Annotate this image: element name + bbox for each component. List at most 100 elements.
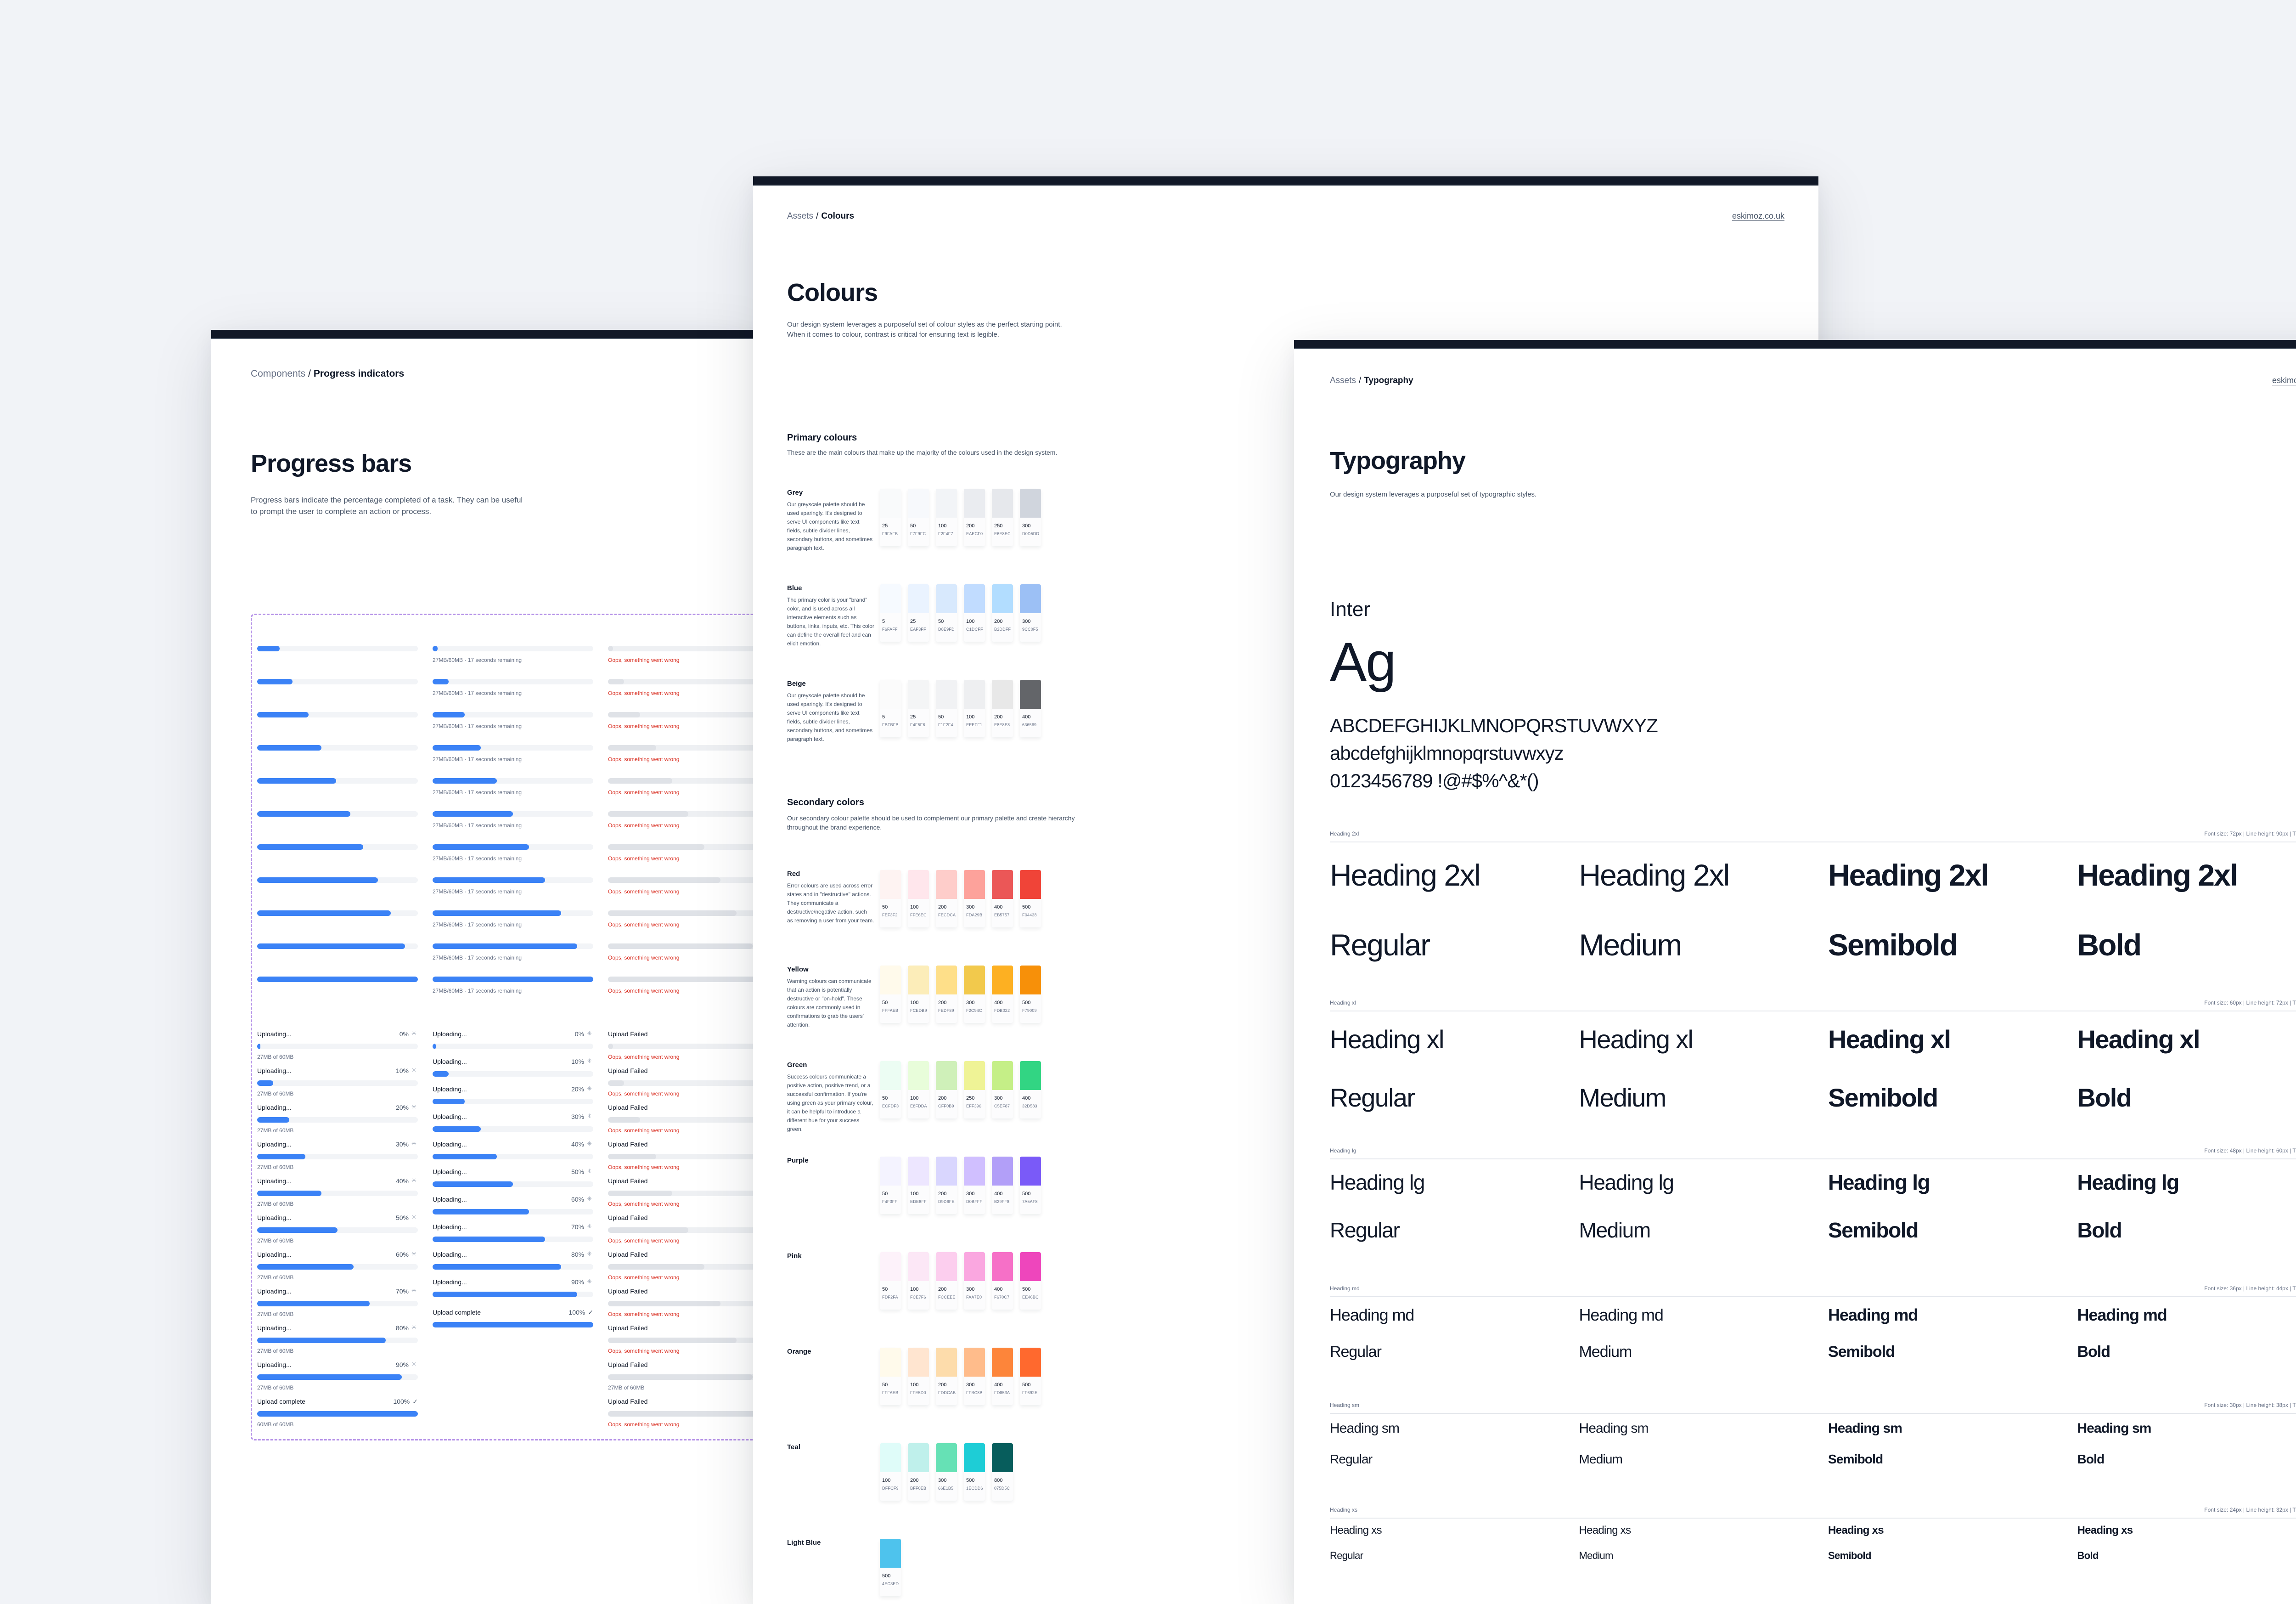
- color-swatch[interactable]: 300 FFBC8B: [964, 1348, 985, 1405]
- progress-track: [257, 1411, 418, 1417]
- color-swatch[interactable]: 50 F1F2F4: [936, 680, 957, 737]
- color-swatch[interactable]: 50 D8E9FD: [936, 584, 957, 642]
- color-swatch[interactable]: 100 E8FDDA: [908, 1061, 929, 1118]
- progress-track: [257, 877, 418, 883]
- breadcrumb-parent[interactable]: Assets: [787, 211, 814, 221]
- color-swatch[interactable]: 50 F7F9FC: [908, 489, 929, 546]
- color-swatch[interactable]: 500 F04438: [1020, 870, 1041, 927]
- color-swatch[interactable]: 50 FEF3F2: [880, 870, 901, 927]
- color-swatch[interactable]: 100 EDE6FF: [908, 1157, 929, 1214]
- upload-row: Uploading... 70%: [433, 1222, 593, 1249]
- color-swatch[interactable]: 50 FDF2FA: [880, 1252, 901, 1310]
- typography-page: Assets/Typography eskimoz.co.uk Typograp…: [1294, 340, 2296, 1604]
- color-swatch[interactable]: 400 32D583: [1020, 1061, 1041, 1118]
- swatch-info: 100 E8FDDA: [908, 1090, 929, 1118]
- error-message: Oops, something went wrong: [608, 657, 680, 663]
- color-swatch[interactable]: 300 66E1B5: [936, 1443, 957, 1501]
- swatch-step: 100: [910, 1096, 919, 1101]
- color-swatch[interactable]: 5 FBFBFB: [880, 680, 901, 737]
- progress-row: 27MB/60MB · 17 seconds remaining: [433, 646, 593, 679]
- color-swatch[interactable]: 300 D0BFFF: [964, 1157, 985, 1214]
- color-swatch[interactable]: 100 C1DCFF: [964, 584, 985, 642]
- breadcrumb-parent[interactable]: Assets: [1330, 376, 1356, 385]
- color-swatch[interactable]: 400 FD853A: [992, 1348, 1013, 1405]
- site-link[interactable]: eskimoz.co.uk: [1732, 211, 1784, 220]
- color-swatch[interactable]: 100 FFE5D0: [908, 1348, 929, 1405]
- progress-fill: [257, 1044, 260, 1049]
- upload-row: Upload Failed Oops, something went wrong: [608, 1323, 762, 1360]
- color-swatch[interactable]: 200 B2DDFF: [992, 584, 1013, 642]
- color-chip: [880, 1443, 901, 1472]
- color-swatch[interactable]: 250 EFF396: [964, 1061, 985, 1118]
- color-swatch[interactable]: 250 E6E8EC: [992, 489, 1013, 546]
- color-swatch[interactable]: 100 DFFCF9: [880, 1443, 901, 1501]
- swatch-hex: FECDCA: [938, 913, 956, 917]
- color-swatch[interactable]: 200 CFF0B9: [936, 1061, 957, 1118]
- percent-value: 20%: [395, 1104, 409, 1111]
- color-chip: [936, 1348, 957, 1377]
- color-swatch[interactable]: 400 F670C7: [992, 1252, 1013, 1310]
- upload-status-label: Uploading...: [257, 1067, 292, 1074]
- color-swatch[interactable]: 200 FECDCA: [936, 870, 957, 927]
- percent-value: 100%: [393, 1398, 410, 1405]
- color-swatch[interactable]: 25 F9FAFB: [880, 489, 901, 546]
- swatch-info: 300 FFBC8B: [964, 1377, 985, 1405]
- color-swatch[interactable]: 300 C5EF87: [992, 1061, 1013, 1118]
- color-swatch[interactable]: 100 F2F4F7: [936, 489, 957, 546]
- breadcrumb-parent[interactable]: Components: [251, 368, 306, 379]
- progress-track: [433, 1292, 593, 1297]
- color-swatch[interactable]: 500 1ECDD6: [964, 1443, 985, 1501]
- color-swatch[interactable]: 500 EE46BC: [1020, 1252, 1041, 1310]
- color-swatch[interactable]: 300 FAA7E0: [964, 1252, 985, 1310]
- color-swatch[interactable]: 25 F4F5F6: [908, 680, 929, 737]
- color-swatch[interactable]: 800 075D5C: [992, 1443, 1013, 1501]
- color-swatch[interactable]: 400 EB5757: [992, 870, 1013, 927]
- color-swatch[interactable]: 500 7A5AF8: [1020, 1157, 1041, 1214]
- color-swatch[interactable]: 200 FCCEEE: [936, 1252, 957, 1310]
- progress-row: [257, 910, 418, 943]
- color-swatch[interactable]: 500 4EC3ED: [880, 1539, 901, 1596]
- color-chip: [880, 1539, 901, 1568]
- swatch-step: 50: [938, 619, 944, 624]
- upload-percent: 80%: [396, 1324, 418, 1332]
- swatch-hex: 1ECDD6: [966, 1486, 983, 1491]
- color-swatch[interactable]: 500 FF692E: [1020, 1348, 1041, 1405]
- color-swatch[interactable]: 400 FDB022: [992, 966, 1013, 1023]
- swatch-step: 100: [938, 523, 947, 529]
- color-swatch[interactable]: 5 F6FAFF: [880, 584, 901, 642]
- color-swatch[interactable]: 200 E8E8E8: [992, 680, 1013, 737]
- upload-row: Uploading... 80%: [433, 1249, 593, 1277]
- color-swatch[interactable]: 200 BFF0EB: [908, 1443, 929, 1501]
- progress-meta: 27MB/60MB · 17 seconds remaining: [433, 888, 522, 895]
- color-swatch[interactable]: 50 ECFDF3: [880, 1061, 901, 1118]
- progress-fill: [608, 778, 672, 784]
- color-swatch[interactable]: 50 FFFAEB: [880, 1348, 901, 1405]
- color-swatch[interactable]: 200 FDDCAB: [936, 1348, 957, 1405]
- color-swatch[interactable]: 200 FEDF89: [936, 966, 957, 1023]
- color-swatch[interactable]: 50 FFFAEB: [880, 966, 901, 1023]
- page-topbar: [1294, 340, 2296, 349]
- site-link[interactable]: eskimoz.co.uk: [2272, 376, 2296, 385]
- color-swatch[interactable]: 300 FDA29B: [964, 870, 985, 927]
- color-swatch[interactable]: 200 D9D6FE: [936, 1157, 957, 1214]
- color-swatch[interactable]: 100 FCE7F6: [908, 1252, 929, 1310]
- color-swatch[interactable]: 100 FCEDB9: [908, 966, 929, 1023]
- palette-name: Yellow: [787, 966, 809, 973]
- color-swatch[interactable]: 200 EAECF0: [964, 489, 985, 546]
- color-swatch[interactable]: 100 FFE6EC: [908, 870, 929, 927]
- color-swatch[interactable]: 25 EAF3FF: [908, 584, 929, 642]
- color-swatch[interactable]: 300 D0D5DD: [1020, 489, 1041, 546]
- swatch-info: 5 F6FAFF: [880, 613, 901, 642]
- upload-row: Upload Failed Oops, something went wrong: [608, 1396, 762, 1433]
- color-swatch[interactable]: 300 F2C94C: [964, 966, 985, 1023]
- color-swatch[interactable]: 300 9CC0F5: [1020, 584, 1041, 642]
- color-swatch[interactable]: 500 F79009: [1020, 966, 1041, 1023]
- type-style-meta: Heading xs Font size: 24px | Line height:…: [1330, 1507, 2296, 1519]
- color-swatch[interactable]: 100 EEEFF1: [964, 680, 985, 737]
- color-swatch[interactable]: 400 B29FF8: [992, 1157, 1013, 1214]
- swatch-hex: 636569: [1022, 723, 1037, 727]
- swatch-step: 100: [910, 1191, 919, 1197]
- color-swatch[interactable]: 400 636569: [1020, 680, 1041, 737]
- progress-track: [608, 1264, 762, 1270]
- color-swatch[interactable]: 50 F4F3FF: [880, 1157, 901, 1214]
